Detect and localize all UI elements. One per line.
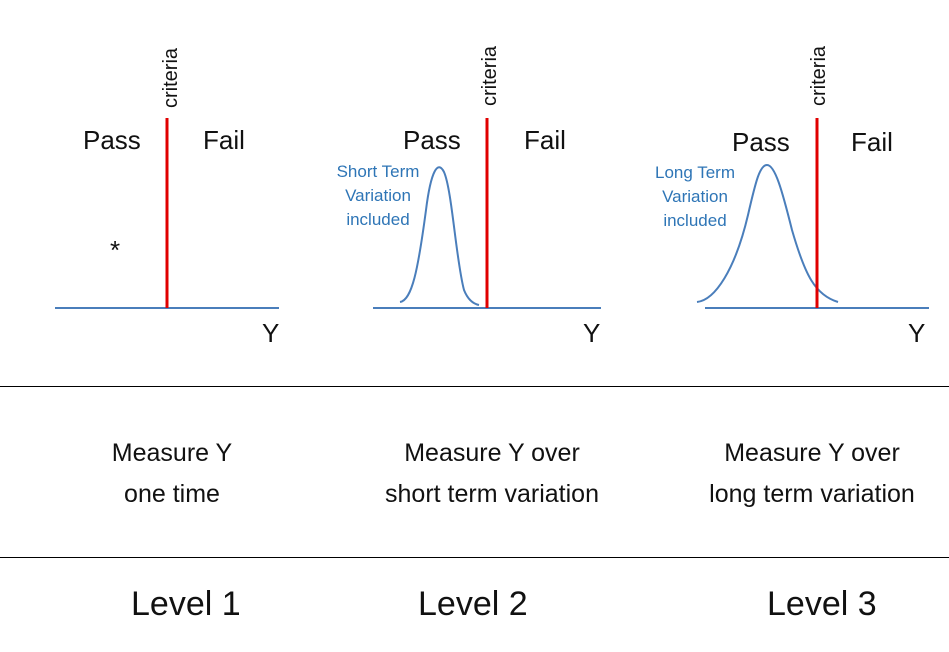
description-level-3-line-2: long term variation: [709, 480, 915, 508]
panel-2-annotation: Short Term Variation included: [322, 160, 434, 232]
description-level-1-line-2: one time: [124, 480, 220, 508]
panel-2-annotation-line-2: Variation: [345, 186, 411, 205]
panel-2-annotation-line-1: Short Term: [336, 162, 420, 181]
panel-1-fail-label: Fail: [203, 125, 245, 155]
top-separator: [0, 386, 949, 387]
level-2-title: Level 2: [418, 585, 528, 623]
panel-3-axis-label: Y: [908, 318, 926, 348]
panel-3-distribution-curve: [696, 163, 839, 303]
panel-3-annotation-line-3: included: [663, 211, 727, 230]
level-1-title: Level 1: [131, 585, 241, 623]
bottom-separator: [0, 557, 949, 558]
panel-3-annotation: Long Term Variation included: [640, 161, 750, 233]
panel-3-pass-label: Pass: [732, 127, 790, 157]
level-3-title: Level 3: [767, 585, 877, 623]
panel-1-criteria-label: criteria: [160, 47, 182, 108]
panel-3-annotation-line-1: Long Term: [654, 163, 735, 182]
panel-2-distribution-curve: [399, 166, 480, 306]
panel-2-annotation-line-3: included: [346, 210, 410, 229]
description-level-2-line-2: short term variation: [385, 480, 599, 508]
panel-2-axis-label: Y: [583, 318, 601, 348]
description-level-3-line-1: Measure Y over: [724, 439, 900, 467]
panel-1-measurement-marker: *: [110, 235, 121, 265]
description-level-1: Measure Y one time: [72, 433, 272, 515]
panel-3-criteria-label: criteria: [808, 45, 830, 106]
panel-2-pass-label: Pass: [403, 125, 461, 155]
panel-2-fail-label: Fail: [524, 125, 566, 155]
description-level-1-line-1: Measure Y: [111, 439, 233, 467]
panel-1-pass-label: Pass: [83, 125, 141, 155]
panel-3-annotation-line-2: Variation: [662, 187, 728, 206]
panel-1-axis-label: Y: [262, 318, 280, 348]
description-level-2-line-1: Measure Y over: [404, 439, 580, 467]
panel-3-fail-label: Fail: [851, 127, 893, 157]
description-level-3: Measure Y over long term variation: [677, 433, 947, 515]
panel-2-criteria-label: criteria: [479, 45, 501, 106]
description-level-2: Measure Y over short term variation: [352, 433, 632, 515]
